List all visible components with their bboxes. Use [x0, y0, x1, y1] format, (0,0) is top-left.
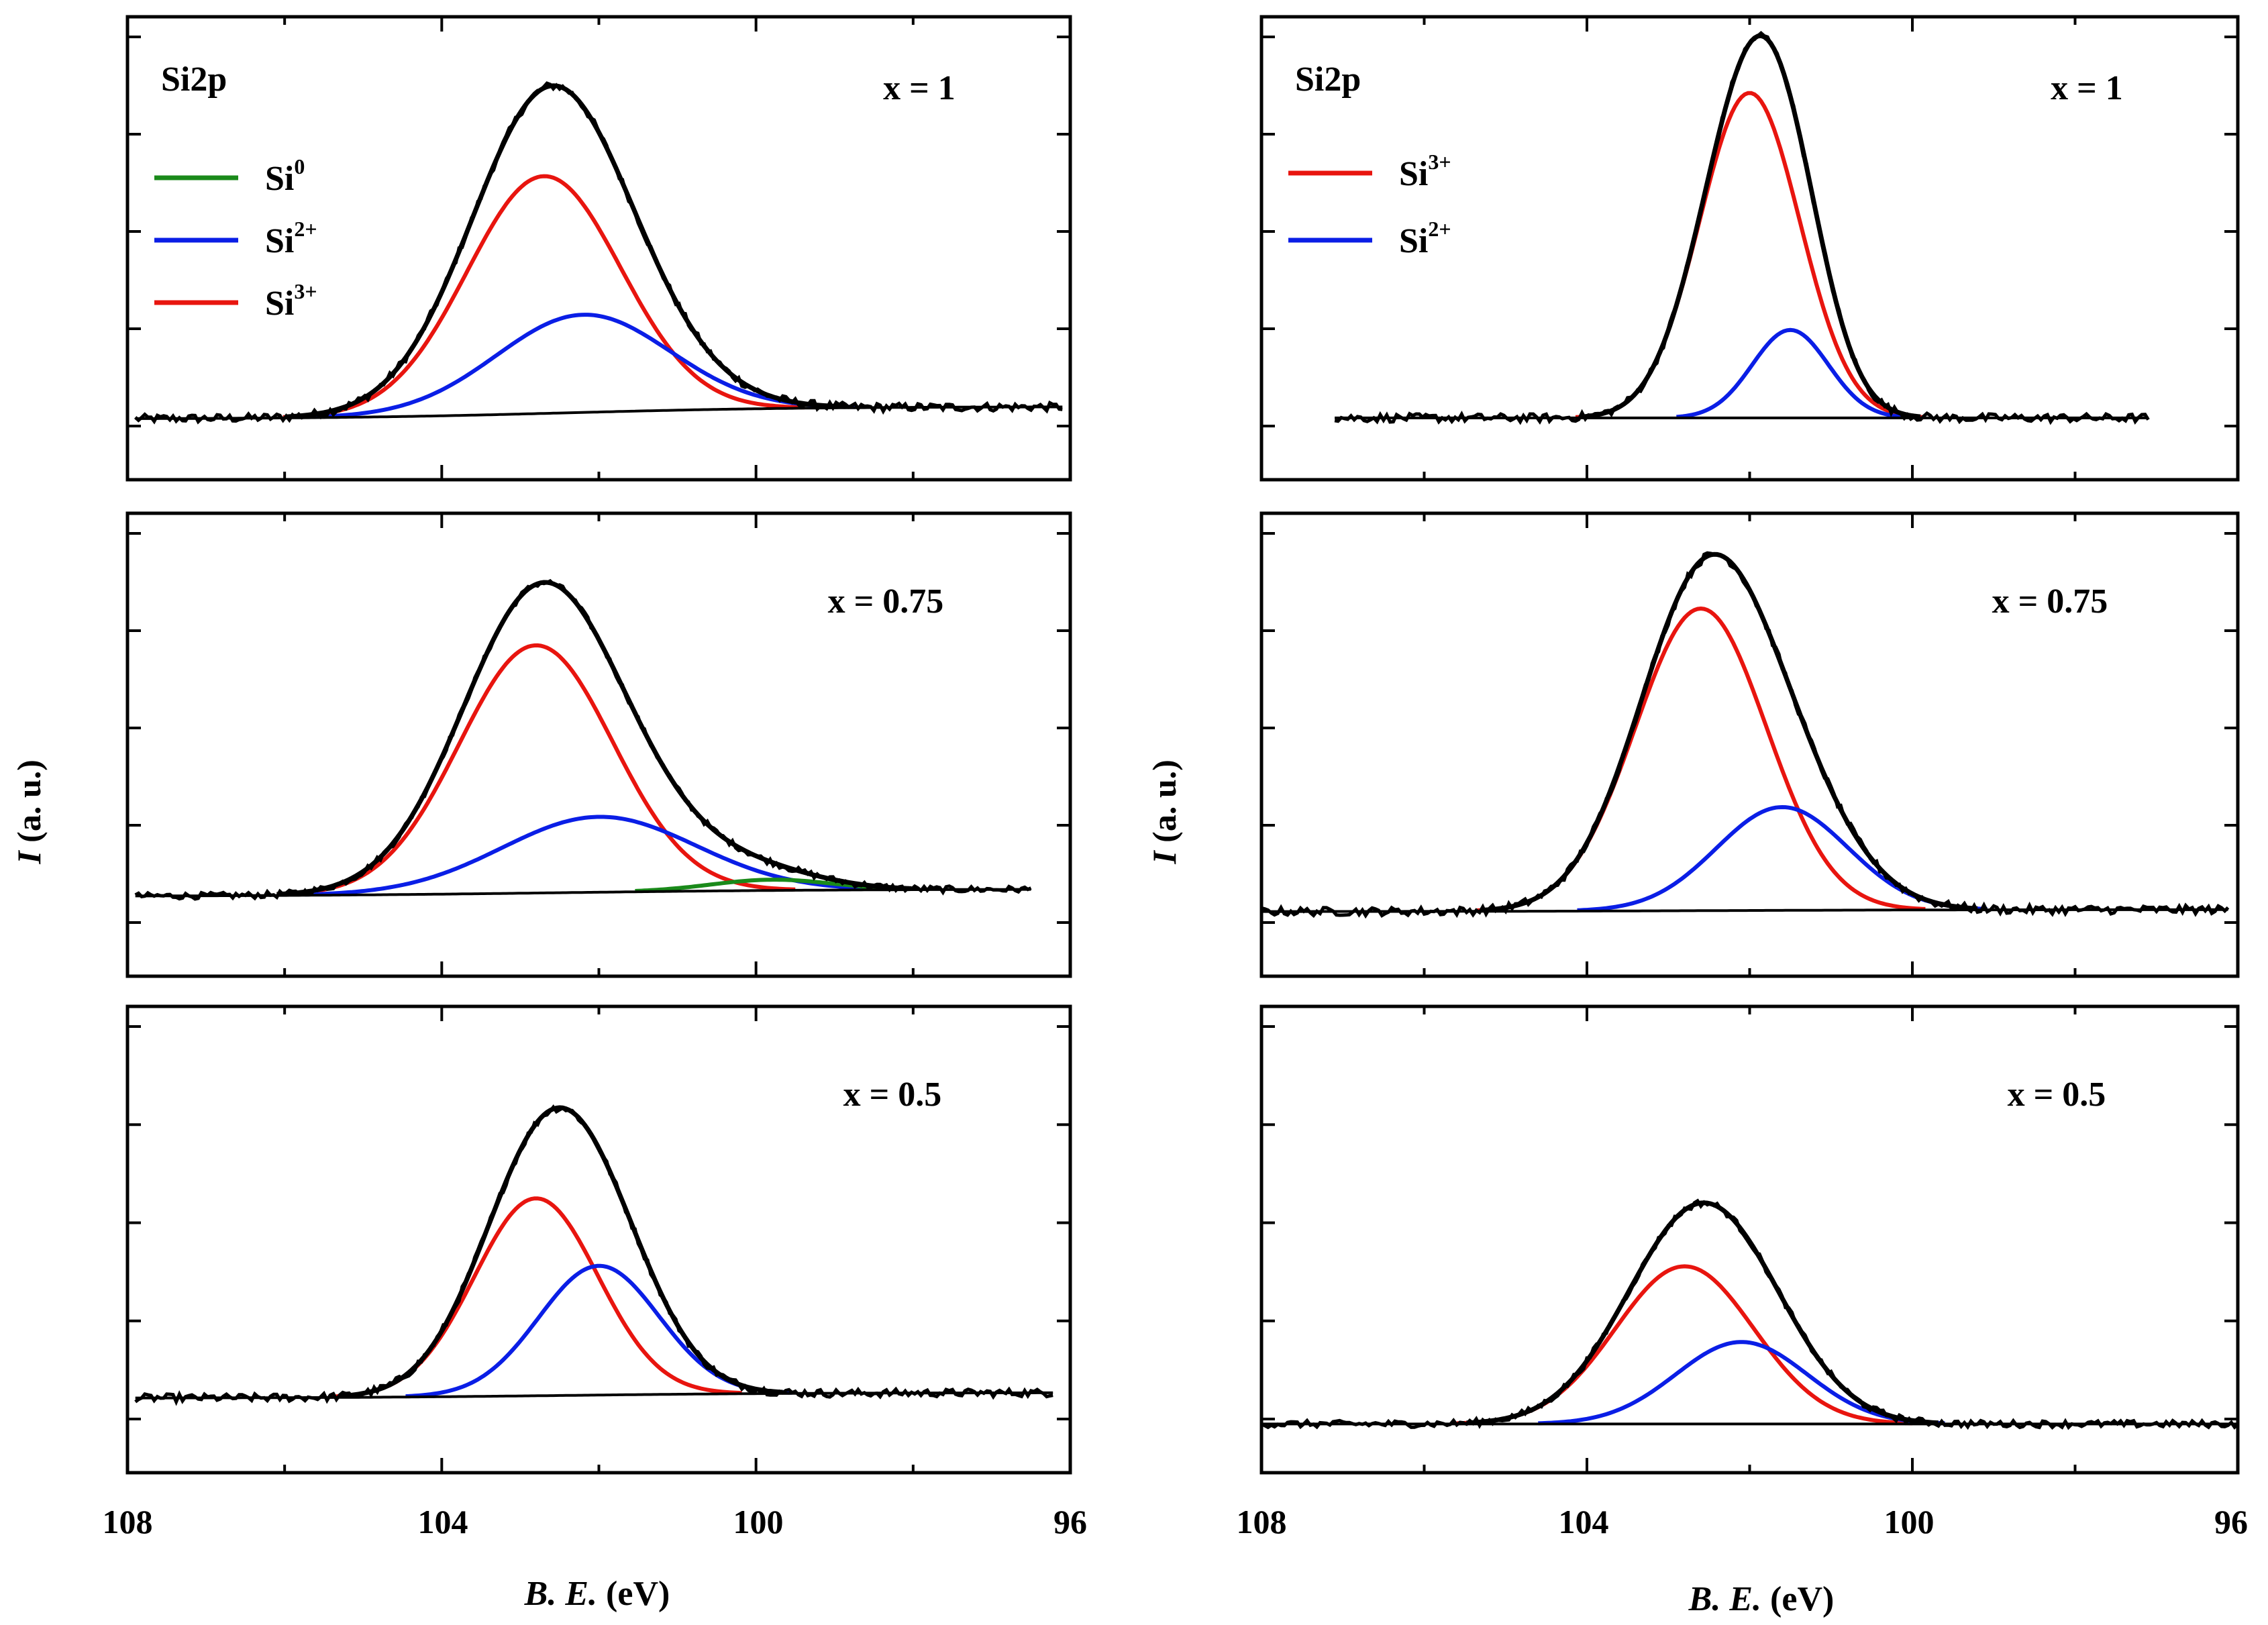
x-tick-label: 108: [1237, 1503, 1287, 1540]
spectrum-panel: x = 0.75: [1259, 511, 2240, 978]
x-tick-label: 108: [103, 1503, 153, 1540]
envelope-line: [339, 1105, 783, 1399]
spectrum-panel: x = 0.75: [125, 511, 1072, 978]
x-tick-label: 100: [733, 1503, 784, 1540]
legend-right: Si3+ Si2+: [1288, 150, 1451, 260]
legend-label: Si2+: [265, 217, 317, 260]
raw-data-line: [134, 578, 1032, 901]
x-tick-labels-left: 108 104 100 96: [103, 1503, 1088, 1540]
y-axis-label-right: I (a. u.): [1145, 759, 1183, 865]
x-tick-labels-right: 108 104 100 96: [1237, 1503, 2249, 1540]
panel-label: x = 1: [883, 69, 956, 107]
x-axis-label-left: B. E. (eV): [524, 1575, 670, 1613]
x-tick-label: 100: [1884, 1503, 1935, 1540]
component-Si2plus: [311, 313, 856, 419]
envelope-line: [1482, 552, 1978, 912]
spectrum-panel: x = 0.5: [125, 1004, 1072, 1475]
legend-label: Si3+: [265, 279, 317, 323]
panel-label: x = 0.75: [828, 582, 944, 621]
x-axis-label-right: B. E. (eV): [1688, 1580, 1835, 1618]
element-label-left: Si2p: [161, 60, 227, 99]
panel-label: x = 0.5: [2008, 1076, 2106, 1114]
x-tick-label: 96: [1053, 1503, 1087, 1540]
spectrum-panel: x = 1: [1259, 15, 2240, 482]
x-tick-label: 96: [2214, 1503, 2248, 1540]
legend-label: Si0: [265, 154, 305, 198]
raw-data-line: [1334, 30, 2150, 425]
component-Si2plus: [1538, 1340, 1945, 1426]
envelope-line: [276, 580, 912, 897]
y-axis-label-left: I (a. u.): [10, 759, 48, 865]
raw-data-line: [1260, 1198, 2239, 1430]
component-Si3plus: [282, 174, 805, 419]
envelope-line: [286, 83, 846, 419]
x-tick-label: 104: [1559, 1503, 1609, 1540]
legend-label: Si2+: [1399, 217, 1451, 260]
element-label-right: Si2p: [1295, 60, 1361, 99]
spectrum-panel: x = 0.5: [1259, 1004, 2240, 1475]
panel-label: x = 0.5: [843, 1076, 942, 1114]
component-Si2plus: [1577, 804, 1988, 912]
envelope-line: [1582, 33, 1921, 419]
spectrum-panel: x = 1: [125, 15, 1072, 482]
raw-data-line: [134, 1104, 1053, 1406]
envelope-line: [1466, 1200, 1939, 1426]
panel-label: x = 0.75: [1992, 582, 2108, 621]
legend-label: Si3+: [1399, 150, 1451, 193]
legend-left: Si0 Si2+ Si3+: [154, 154, 317, 323]
panel-label: x = 1: [2051, 69, 2123, 107]
x-tick-label: 104: [418, 1503, 468, 1540]
component-Si2plus: [1676, 327, 1905, 419]
panels-layer: x = 1 x = 0.75 x = 0.5 x = 1 x = 0.75 x = 0.5: [125, 15, 2240, 1475]
component-Si3plus: [329, 1196, 742, 1399]
